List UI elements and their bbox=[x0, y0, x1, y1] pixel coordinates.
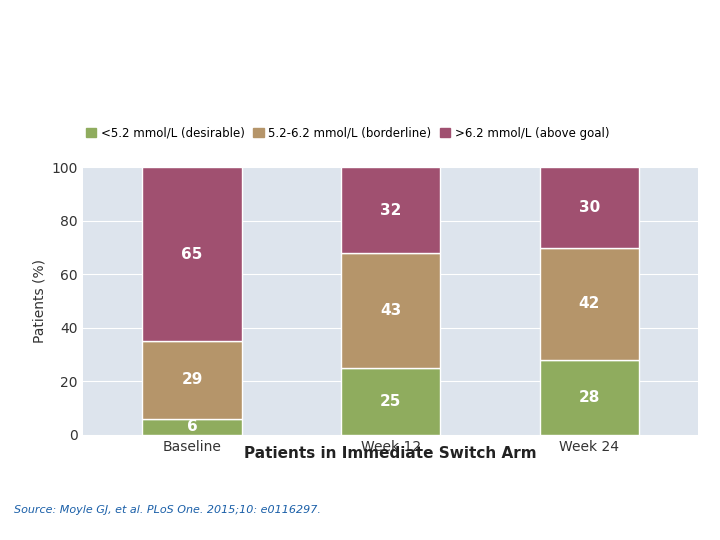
Bar bbox=[143, 341, 242, 419]
Legend: <5.2 mmol/L (desirable), 5.2-6.2 mmol/L (borderline), >6.2 mmol/L (above goal): <5.2 mmol/L (desirable), 5.2-6.2 mmol/L … bbox=[86, 126, 610, 139]
Bar bbox=[539, 247, 639, 360]
Y-axis label: Patients (%): Patients (%) bbox=[32, 259, 46, 343]
Bar bbox=[539, 360, 639, 435]
Bar bbox=[341, 167, 440, 253]
Bar bbox=[143, 167, 242, 341]
Text: 30: 30 bbox=[579, 200, 600, 215]
Text: ROCKET-1: Result: ROCKET-1: Result bbox=[18, 62, 289, 90]
Bar bbox=[341, 253, 440, 368]
Text: 43: 43 bbox=[380, 303, 401, 318]
Text: 65: 65 bbox=[181, 247, 203, 262]
Text: 32: 32 bbox=[380, 202, 401, 218]
Text: 28: 28 bbox=[578, 390, 600, 405]
Text: Fasting Total Cholesterol by NCEP Thresholds: Fasting Total Cholesterol by NCEP Thresh… bbox=[18, 127, 477, 145]
Bar bbox=[539, 167, 639, 247]
Text: Source: Moyle GJ, et al. PLoS One. 2015;10: e0116297.: Source: Moyle GJ, et al. PLoS One. 2015;… bbox=[14, 505, 321, 515]
Text: Switch from EFV + ABC-3TC to EFV-TDF-FTC: Switch from EFV + ABC-3TC to EFV-TDF-FTC bbox=[18, 20, 410, 38]
Bar bbox=[341, 368, 440, 435]
Text: 42: 42 bbox=[578, 296, 600, 311]
Text: Patients in Immediate Switch Arm: Patients in Immediate Switch Arm bbox=[244, 446, 537, 461]
Text: 6: 6 bbox=[186, 419, 197, 434]
Text: 29: 29 bbox=[181, 373, 203, 387]
Bar bbox=[143, 418, 242, 435]
Text: 25: 25 bbox=[380, 394, 401, 409]
